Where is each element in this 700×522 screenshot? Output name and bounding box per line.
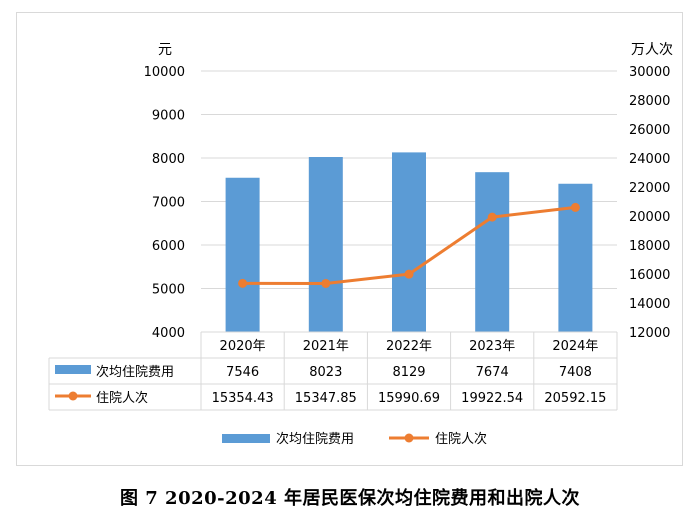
data-label: 8129	[392, 365, 425, 380]
data-label: 15990.69	[378, 391, 440, 406]
y-right-tick-label: 12000	[629, 326, 670, 341]
line-point	[238, 278, 248, 288]
data-label: 15354.43	[212, 391, 274, 406]
legend-bar-swatch	[222, 434, 270, 443]
y-right-tick-label: 18000	[629, 239, 670, 254]
y-right-tick-label: 24000	[629, 152, 670, 167]
y-left-tick-label: 4000	[152, 326, 185, 341]
legend-item: 住院人次	[435, 431, 487, 447]
data-label: 7674	[476, 365, 509, 380]
y-left-tick-label: 10000	[144, 65, 185, 80]
legend-line-marker	[404, 433, 414, 443]
bar	[225, 177, 260, 332]
table-legend-bar-swatch	[55, 365, 91, 374]
data-label: 15347.85	[295, 391, 357, 406]
y-right-tick-label: 14000	[629, 297, 670, 312]
legend-item: 次均住院费用	[276, 431, 354, 447]
x-tick-label: 2024年	[552, 339, 598, 354]
line-point	[404, 269, 414, 279]
y-right-tick-label: 26000	[629, 123, 670, 138]
y-left-unit: 元	[158, 42, 172, 58]
x-tick-label: 2020年	[220, 339, 266, 354]
line-point	[321, 278, 331, 288]
x-tick-label: 2021年	[303, 339, 349, 354]
figure-caption: 图 7 2020-2024 年居民医保次均住院费用和出院人次	[120, 488, 580, 509]
data-label: 19922.54	[461, 391, 523, 406]
y-right-tick-label: 28000	[629, 94, 670, 109]
data-label: 8023	[309, 365, 342, 380]
y-left-tick-label: 8000	[152, 152, 185, 167]
data-label: 20592.15	[544, 391, 606, 406]
y-right-tick-label: 30000	[629, 65, 670, 80]
chart-frame: 4000 5000 6000 7000 8000 9000 10000 12000 14000 1…	[16, 12, 683, 466]
y-right-tick-label: 16000	[629, 268, 670, 283]
table-legend-line-marker	[68, 391, 78, 401]
data-label: 7408	[559, 365, 592, 380]
bar	[392, 152, 426, 332]
y-left-tick-label: 7000	[152, 196, 185, 211]
bar	[475, 172, 510, 332]
x-tick-label: 2023年	[469, 339, 515, 354]
table-series-name: 次均住院费用	[96, 364, 174, 380]
line-point	[570, 202, 580, 212]
y-right-unit: 万人次	[631, 42, 673, 58]
bar	[308, 156, 343, 332]
combo-chart: 4000 5000 6000 7000 8000 9000 10000 12000 14000 1…	[48, 42, 673, 447]
y-left-tick-label: 9000	[152, 109, 185, 124]
x-tick-label: 2022年	[386, 339, 432, 354]
y-left-tick-label: 5000	[152, 283, 185, 298]
data-label: 7546	[226, 365, 259, 380]
y-left-tick-label: 6000	[152, 239, 185, 254]
y-right-tick-label: 22000	[629, 181, 670, 196]
line-point	[487, 212, 497, 222]
table-series-name: 住院人次	[96, 390, 148, 406]
y-right-tick-label: 20000	[629, 210, 670, 225]
